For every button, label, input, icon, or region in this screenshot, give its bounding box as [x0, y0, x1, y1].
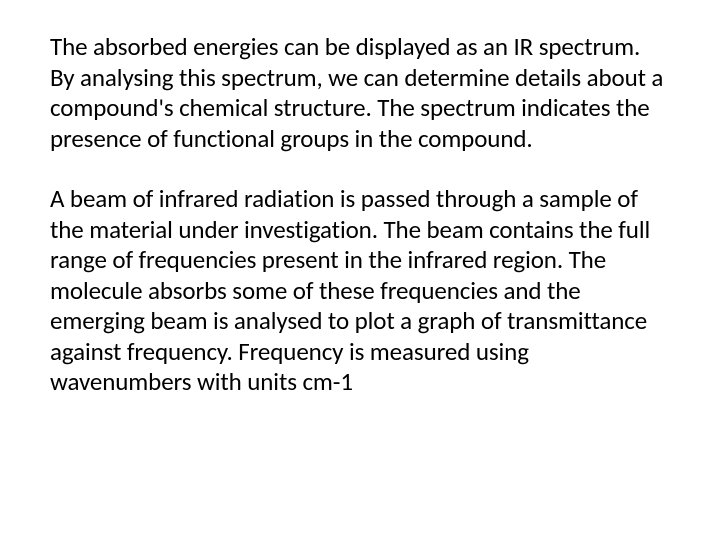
paragraph-1: The absorbed energies can be displayed a… [50, 32, 670, 154]
paragraph-2: A beam of infrared radiation is passed t… [50, 184, 670, 398]
